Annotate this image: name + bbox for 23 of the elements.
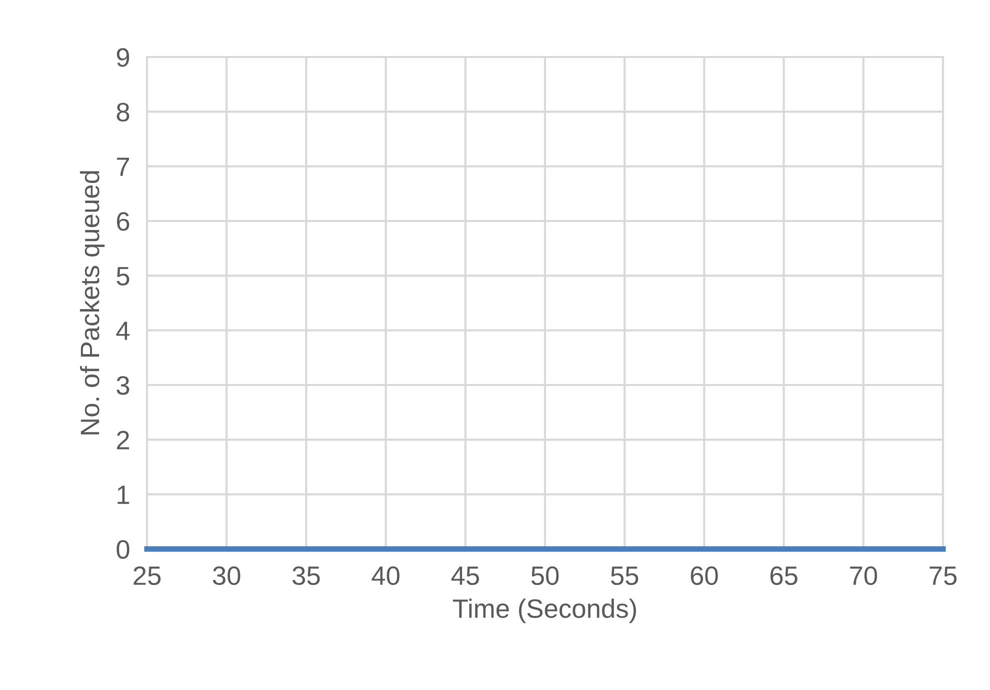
y-tick-label: 1 [118, 486, 130, 504]
x-tick-label: 30 [212, 566, 240, 586]
y-tick-label: 6 [117, 212, 130, 231]
y-tick-label: 4 [116, 322, 130, 340]
x-axis-title: Time (Seconds) [452, 598, 636, 624]
x-tick-label: 25 [134, 566, 161, 586]
y-tick-label: 9 [116, 48, 130, 67]
x-tick-label: 40 [372, 566, 400, 586]
x-tick-label: 70 [850, 566, 878, 586]
y-axis-title: No. of Packets queued [80, 171, 105, 434]
y-tick-label: 5 [116, 267, 130, 286]
x-tick-label: 35 [292, 566, 320, 586]
y-tick-label: 0 [116, 540, 130, 559]
y-tick-label: 7 [117, 158, 130, 176]
y-tick-label: 2 [116, 430, 130, 450]
y-tick-label: 3 [116, 376, 130, 395]
y-tick-label: 8 [116, 102, 130, 122]
x-tick-label: 75 [930, 566, 957, 586]
x-tick-label: 55 [610, 566, 638, 586]
x-tick-label: 45 [451, 566, 479, 586]
x-tick-label: 65 [770, 566, 798, 586]
x-tick-label: 50 [531, 566, 559, 586]
x-tick-label: 60 [690, 566, 718, 586]
